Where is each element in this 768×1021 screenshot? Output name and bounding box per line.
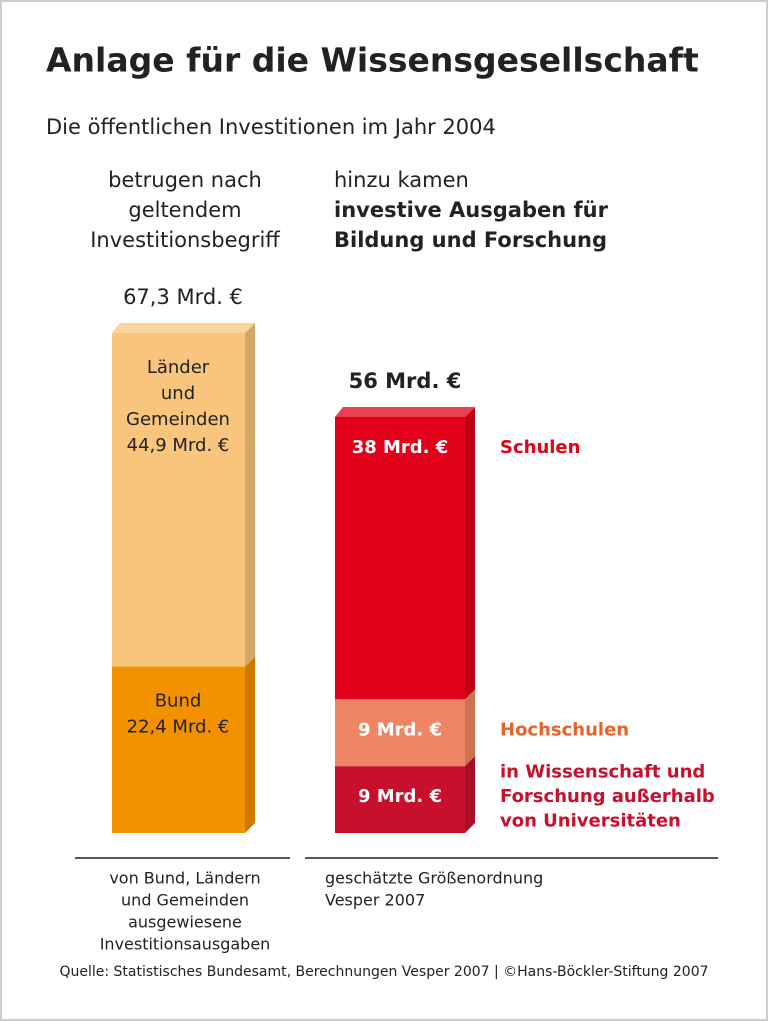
bar-footnote: ausgewiesene bbox=[128, 913, 242, 932]
segment-name: Schulen bbox=[500, 437, 580, 458]
bar-side-shade bbox=[465, 756, 475, 833]
bar-top bbox=[112, 323, 255, 333]
segment-name: Gemeinden bbox=[126, 409, 230, 430]
segment-value-label: 44,9 Mrd. € bbox=[127, 435, 230, 456]
segment-value-label: 9 Mrd. € bbox=[358, 786, 442, 807]
bar-heading: Investitionsbegriff bbox=[90, 228, 280, 252]
bar-side bbox=[465, 756, 475, 833]
bar-footnote: von Bund, Ländern bbox=[109, 869, 260, 888]
segment-name: Forschung außerhalb bbox=[500, 786, 715, 807]
bar-heading: hinzu kamen bbox=[334, 168, 469, 192]
total-label: 67,3 Mrd. € bbox=[123, 285, 243, 309]
bar-heading: betrugen nach bbox=[108, 168, 262, 192]
segment-name: in Wissenschaft und bbox=[500, 762, 705, 783]
segment-name: Hochschulen bbox=[500, 719, 629, 740]
chart-subtitle: Die öffentlichen Investitionen im Jahr 2… bbox=[46, 115, 496, 139]
bar-top bbox=[335, 406, 475, 417]
segment-value-label: 22,4 Mrd. € bbox=[127, 717, 230, 738]
bar-heading: geltendem bbox=[128, 198, 241, 222]
bar-side bbox=[245, 323, 255, 667]
bar-top-light bbox=[112, 323, 255, 333]
total-label: 56 Mrd. € bbox=[349, 369, 462, 393]
segment-name: Bund bbox=[155, 691, 202, 712]
source: Quelle: Statistisches Bundesamt, Berechn… bbox=[59, 964, 708, 980]
bar-side bbox=[465, 689, 475, 767]
chart-title: Anlage für die Wissensgesellschaft bbox=[46, 41, 699, 80]
segment-value-label: 38 Mrd. € bbox=[352, 437, 449, 458]
bar-footnote: Vesper 2007 bbox=[325, 891, 425, 910]
bar-side-shade bbox=[245, 656, 255, 833]
bar-footnote: und Gemeinden bbox=[121, 891, 249, 910]
bar-side-shade bbox=[245, 323, 255, 667]
bar-side bbox=[245, 656, 255, 833]
bar-segment bbox=[335, 699, 465, 767]
bar-segment bbox=[335, 416, 465, 700]
bar-side-shade bbox=[465, 406, 475, 700]
bar-heading: investive Ausgaben für bbox=[334, 198, 609, 222]
bar-footnote: geschätzte Größenordnung bbox=[325, 869, 543, 888]
bar-segment bbox=[335, 766, 465, 833]
segment-name: und bbox=[161, 383, 195, 404]
bar-heading: Bildung und Forschung bbox=[334, 228, 607, 252]
segment-name: Länder bbox=[147, 357, 210, 378]
bar-side bbox=[465, 406, 475, 700]
bar-top-light bbox=[335, 406, 475, 417]
bar-footnote: Investitionsausgaben bbox=[100, 935, 271, 954]
bar-side-shade bbox=[465, 689, 475, 767]
bar-segment bbox=[112, 333, 245, 667]
bar-segment bbox=[112, 666, 245, 833]
segment-value-label: 9 Mrd. € bbox=[358, 719, 442, 740]
segment-name: von Universitäten bbox=[500, 811, 681, 832]
